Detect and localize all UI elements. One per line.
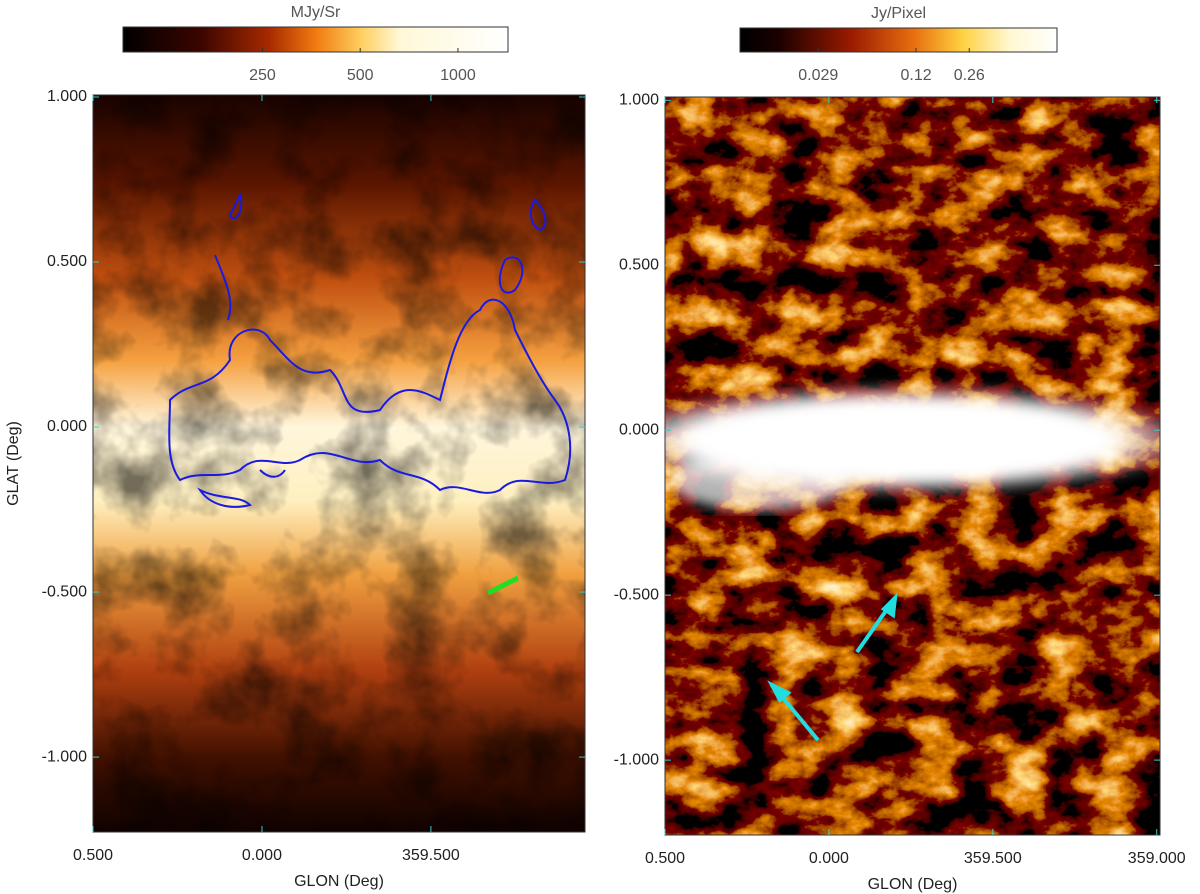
colorbar-label: MJy/Sr bbox=[291, 4, 341, 21]
arrow bbox=[486, 575, 520, 596]
x-axis-label: GLON (Deg) bbox=[868, 876, 958, 893]
frame bbox=[664, 96, 1161, 836]
colorbar-gradient bbox=[739, 27, 1058, 53]
colorbar: MJy/Sr 250 500 1000 bbox=[122, 4, 509, 84]
colorbar-tick-label: 500 bbox=[347, 67, 374, 84]
y-tick-label: -0.500 bbox=[42, 583, 87, 600]
colorbar-label: Jy/Pixel bbox=[871, 5, 926, 22]
y-tick-label: 0.000 bbox=[619, 421, 659, 438]
y-tick-label: 0.500 bbox=[47, 253, 87, 270]
y-tick-label: -1.000 bbox=[614, 751, 659, 768]
y-tick-label: -0.500 bbox=[614, 586, 659, 603]
x-tick-label: 0.000 bbox=[242, 847, 282, 864]
x-tick-label: 359.500 bbox=[964, 850, 1022, 867]
colorbar-tick-label: 0.26 bbox=[954, 67, 985, 84]
colorbar-tick-label: 0.029 bbox=[798, 67, 838, 84]
colorbar-tick-label: 1000 bbox=[440, 67, 476, 84]
y-tick-label: 1.000 bbox=[619, 92, 659, 109]
x-axis-label: GLON (Deg) bbox=[294, 873, 384, 890]
y-tick-label: 1.000 bbox=[47, 88, 87, 105]
y-tick-label: 0.500 bbox=[619, 256, 659, 273]
image-left bbox=[93, 95, 585, 832]
colorbar-gradient bbox=[122, 26, 509, 53]
y-tick-label: -1.000 bbox=[42, 748, 87, 765]
x-tick-label: 359.000 bbox=[1128, 850, 1186, 867]
x-tick-label: 0.000 bbox=[809, 850, 849, 867]
frame bbox=[92, 94, 586, 833]
colorbar: Jy/Pixel 0.029 0.12 0.26 bbox=[739, 5, 1058, 84]
colorbar-tick-label: 0.12 bbox=[900, 67, 931, 84]
y-tick-label: 0.000 bbox=[47, 418, 87, 435]
colorbar-tick-label: 250 bbox=[249, 67, 276, 84]
x-tick-label: 0.500 bbox=[645, 850, 685, 867]
contours bbox=[168, 192, 572, 508]
image-right bbox=[665, 97, 1160, 835]
y-axis-label: GLAT (Deg) bbox=[5, 421, 22, 506]
x-tick-label: 0.500 bbox=[73, 847, 113, 864]
x-tick-label: 359.500 bbox=[402, 847, 460, 864]
arrows bbox=[767, 592, 898, 742]
